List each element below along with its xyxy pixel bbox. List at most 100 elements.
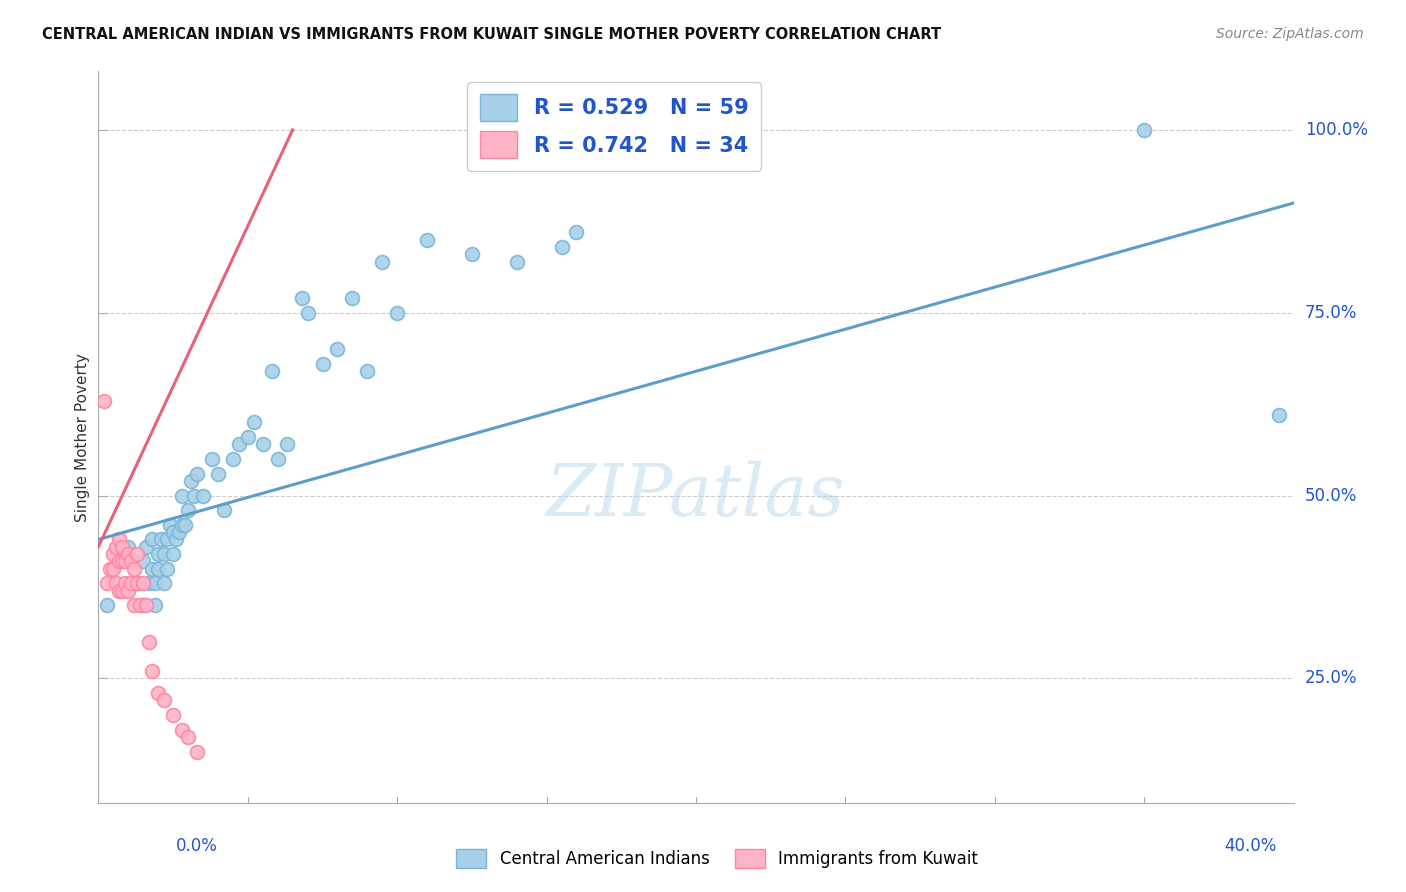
- Point: [132, 554, 155, 568]
- Point: [117, 583, 139, 598]
- Legend: R = 0.529   N = 59, R = 0.742   N = 34: R = 0.529 N = 59, R = 0.742 N = 34: [467, 82, 761, 170]
- Text: 0.0%: 0.0%: [176, 837, 218, 855]
- Point: [124, 562, 146, 576]
- Point: [172, 517, 194, 532]
- Point: [135, 599, 157, 613]
- Point: [311, 357, 333, 371]
- Point: [267, 452, 290, 467]
- Point: [117, 547, 139, 561]
- Point: [132, 576, 155, 591]
- Point: [129, 599, 152, 613]
- Point: [127, 576, 149, 591]
- Point: [105, 576, 128, 591]
- Point: [461, 247, 484, 261]
- Point: [186, 467, 208, 481]
- Point: [162, 547, 184, 561]
- Text: 100.0%: 100.0%: [1305, 121, 1368, 139]
- Point: [156, 562, 179, 576]
- Text: CENTRAL AMERICAN INDIAN VS IMMIGRANTS FROM KUWAIT SINGLE MOTHER POVERTY CORRELAT: CENTRAL AMERICAN INDIAN VS IMMIGRANTS FR…: [42, 27, 941, 42]
- Point: [141, 562, 163, 576]
- Point: [124, 599, 146, 613]
- Point: [159, 517, 181, 532]
- Point: [111, 540, 134, 554]
- Point: [117, 540, 139, 554]
- Point: [148, 547, 170, 561]
- Point: [243, 416, 266, 430]
- Point: [96, 599, 118, 613]
- Point: [148, 562, 170, 576]
- Point: [156, 533, 179, 547]
- Point: [260, 364, 283, 378]
- Point: [191, 489, 214, 503]
- Point: [165, 533, 187, 547]
- Point: [120, 554, 142, 568]
- Point: [595, 123, 617, 137]
- Point: [148, 686, 170, 700]
- Text: 75.0%: 75.0%: [1305, 304, 1357, 322]
- Legend: Central American Indians, Immigrants from Kuwait: Central American Indians, Immigrants fro…: [450, 842, 984, 875]
- Point: [127, 547, 149, 561]
- Point: [183, 489, 205, 503]
- Point: [356, 364, 378, 378]
- Point: [1133, 123, 1156, 137]
- Text: 25.0%: 25.0%: [1305, 670, 1357, 688]
- Text: ZIPatlas: ZIPatlas: [546, 460, 846, 531]
- Point: [143, 599, 166, 613]
- Point: [371, 254, 394, 268]
- Point: [186, 745, 208, 759]
- Point: [108, 554, 131, 568]
- Point: [252, 437, 274, 451]
- Point: [180, 474, 202, 488]
- Point: [143, 576, 166, 591]
- Point: [291, 291, 314, 305]
- Text: Source: ZipAtlas.com: Source: ZipAtlas.com: [1216, 27, 1364, 41]
- Point: [103, 562, 125, 576]
- Point: [114, 576, 136, 591]
- Point: [108, 533, 131, 547]
- Point: [162, 708, 184, 723]
- Point: [201, 452, 224, 467]
- Point: [342, 291, 364, 305]
- Point: [167, 525, 190, 540]
- Point: [153, 547, 176, 561]
- Point: [111, 583, 134, 598]
- Point: [174, 517, 197, 532]
- Point: [105, 540, 128, 554]
- Point: [120, 576, 142, 591]
- Point: [222, 452, 245, 467]
- Point: [506, 254, 529, 268]
- Point: [207, 467, 229, 481]
- Point: [416, 233, 439, 247]
- Point: [1267, 408, 1289, 422]
- Point: [103, 547, 125, 561]
- Point: [138, 576, 160, 591]
- Point: [127, 576, 149, 591]
- Point: [93, 393, 115, 408]
- Point: [141, 533, 163, 547]
- Point: [581, 123, 603, 137]
- Point: [177, 503, 200, 517]
- Point: [212, 503, 235, 517]
- Point: [297, 306, 319, 320]
- Point: [177, 730, 200, 744]
- Point: [565, 225, 588, 239]
- Text: 40.0%: 40.0%: [1225, 837, 1277, 855]
- Point: [96, 576, 118, 591]
- Point: [153, 693, 176, 707]
- Point: [385, 306, 409, 320]
- Point: [153, 576, 176, 591]
- Point: [550, 240, 572, 254]
- Point: [162, 525, 184, 540]
- Point: [172, 723, 194, 737]
- Point: [114, 554, 136, 568]
- Point: [228, 437, 250, 451]
- Point: [111, 554, 134, 568]
- Point: [236, 430, 259, 444]
- Point: [132, 599, 155, 613]
- Point: [138, 635, 160, 649]
- Point: [141, 664, 163, 678]
- Y-axis label: Single Mother Poverty: Single Mother Poverty: [75, 352, 90, 522]
- Point: [98, 562, 122, 576]
- Point: [135, 540, 157, 554]
- Point: [108, 583, 131, 598]
